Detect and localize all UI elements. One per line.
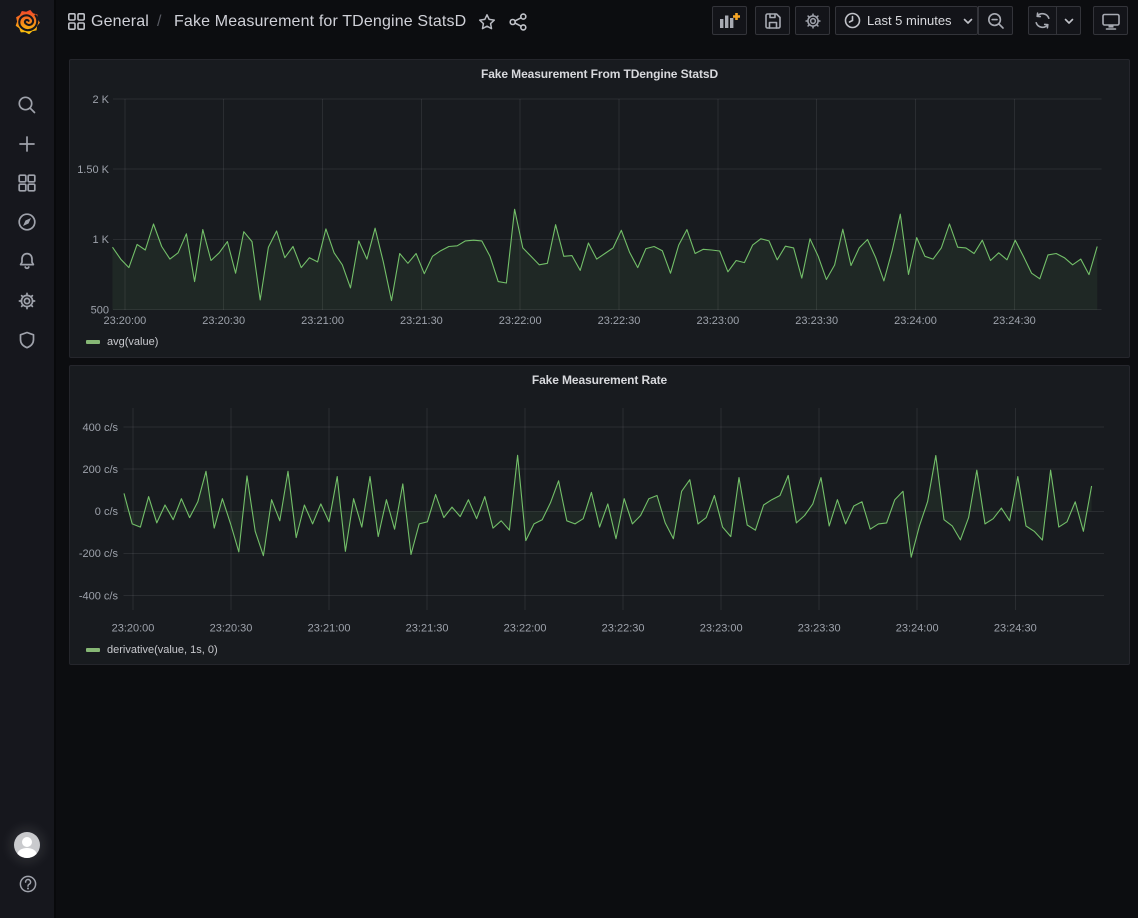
svg-text:23:20:00: 23:20:00 (112, 622, 155, 634)
svg-text:23:21:00: 23:21:00 (301, 315, 344, 327)
svg-text:200 c/s: 200 c/s (83, 464, 119, 476)
svg-text:23:21:30: 23:21:30 (400, 315, 443, 327)
svg-text:23:24:00: 23:24:00 (896, 622, 939, 634)
svg-text:23:21:00: 23:21:00 (308, 622, 351, 634)
svg-text:-200 c/s: -200 c/s (79, 548, 119, 560)
svg-text:23:23:30: 23:23:30 (798, 622, 841, 634)
svg-text:23:20:00: 23:20:00 (103, 315, 146, 327)
svg-text:1 K: 1 K (92, 234, 109, 246)
svg-text:1.50 K: 1.50 K (77, 164, 109, 176)
svg-text:23:22:30: 23:22:30 (602, 622, 645, 634)
svg-text:23:24:30: 23:24:30 (993, 315, 1036, 327)
svg-text:23:20:30: 23:20:30 (202, 315, 245, 327)
svg-text:23:24:30: 23:24:30 (994, 622, 1037, 634)
svg-text:23:23:00: 23:23:00 (700, 622, 743, 634)
svg-text:23:22:30: 23:22:30 (598, 315, 641, 327)
svg-text:23:20:30: 23:20:30 (210, 622, 253, 634)
svg-text:2 K: 2 K (92, 94, 109, 106)
svg-text:23:23:30: 23:23:30 (795, 315, 838, 327)
svg-text:0 c/s: 0 c/s (95, 506, 119, 518)
svg-text:23:23:00: 23:23:00 (696, 315, 739, 327)
svg-text:500: 500 (91, 304, 109, 316)
svg-text:400 c/s: 400 c/s (83, 422, 119, 434)
svg-text:23:22:00: 23:22:00 (499, 315, 542, 327)
svg-text:23:22:00: 23:22:00 (504, 622, 547, 634)
svg-text:23:24:00: 23:24:00 (894, 315, 937, 327)
svg-text:-400 c/s: -400 c/s (79, 590, 119, 602)
svg-text:23:21:30: 23:21:30 (406, 622, 449, 634)
